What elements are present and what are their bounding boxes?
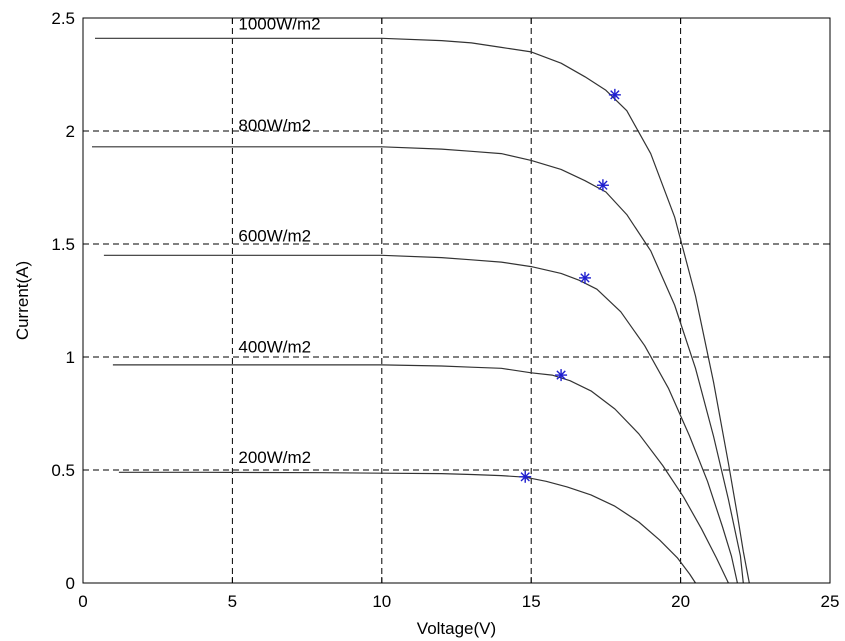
x-tick-label: 0 [78,592,87,611]
series-label: 200W/m2 [238,448,311,467]
series-label: 1000W/m2 [238,14,320,33]
series-label: 800W/m2 [238,116,311,135]
x-tick-labels: 0 5 10 15 20 25 [78,18,839,611]
y-tick-label: 2.5 [51,9,75,28]
curve-600W-per-m2 [103,254,738,584]
mpp-marker [519,470,532,483]
series-label: 400W/m2 [238,337,311,356]
x-tick-label: 15 [522,592,541,611]
grid-lines [83,18,830,583]
y-tick-labels: 0 0.5 1 1.5 2 2.5 [51,9,830,593]
x-tick-label: 5 [228,592,237,611]
mpp-marker [596,179,609,192]
curve-200W-per-m2 [118,471,697,584]
series-curves [92,37,750,584]
y-tick-label: 1.5 [51,235,75,254]
mpp-marker-stroke [610,90,620,100]
curve-800W-per-m2 [92,146,744,584]
curve-1000W-per-m2 [95,37,750,584]
x-axis-label: Voltage(V) [417,619,496,638]
mpp-marker-stroke [580,273,590,283]
mpp-marker [578,271,591,284]
y-axis-label: Current(A) [13,261,32,340]
y-tick-label: 1 [66,348,75,367]
plot-frame [82,17,831,584]
mpp-markers [519,88,621,483]
series-labels: 1000W/m2 800W/m2 600W/m2 400W/m2 200W/m2 [238,14,320,467]
series-label: 600W/m2 [238,227,311,246]
x-tick-label: 10 [372,592,391,611]
y-tick-label: 2 [66,122,75,141]
y-tick-label: 0 [66,574,75,593]
mpp-marker-stroke [598,180,608,190]
x-tick-label: 20 [671,592,690,611]
mpp-marker [608,88,621,101]
mpp-marker-stroke [520,472,530,482]
x-tick-label: 25 [821,592,840,611]
mpp-marker-stroke [556,370,566,380]
mpp-marker [555,369,568,382]
y-tick-label: 0.5 [51,461,75,480]
